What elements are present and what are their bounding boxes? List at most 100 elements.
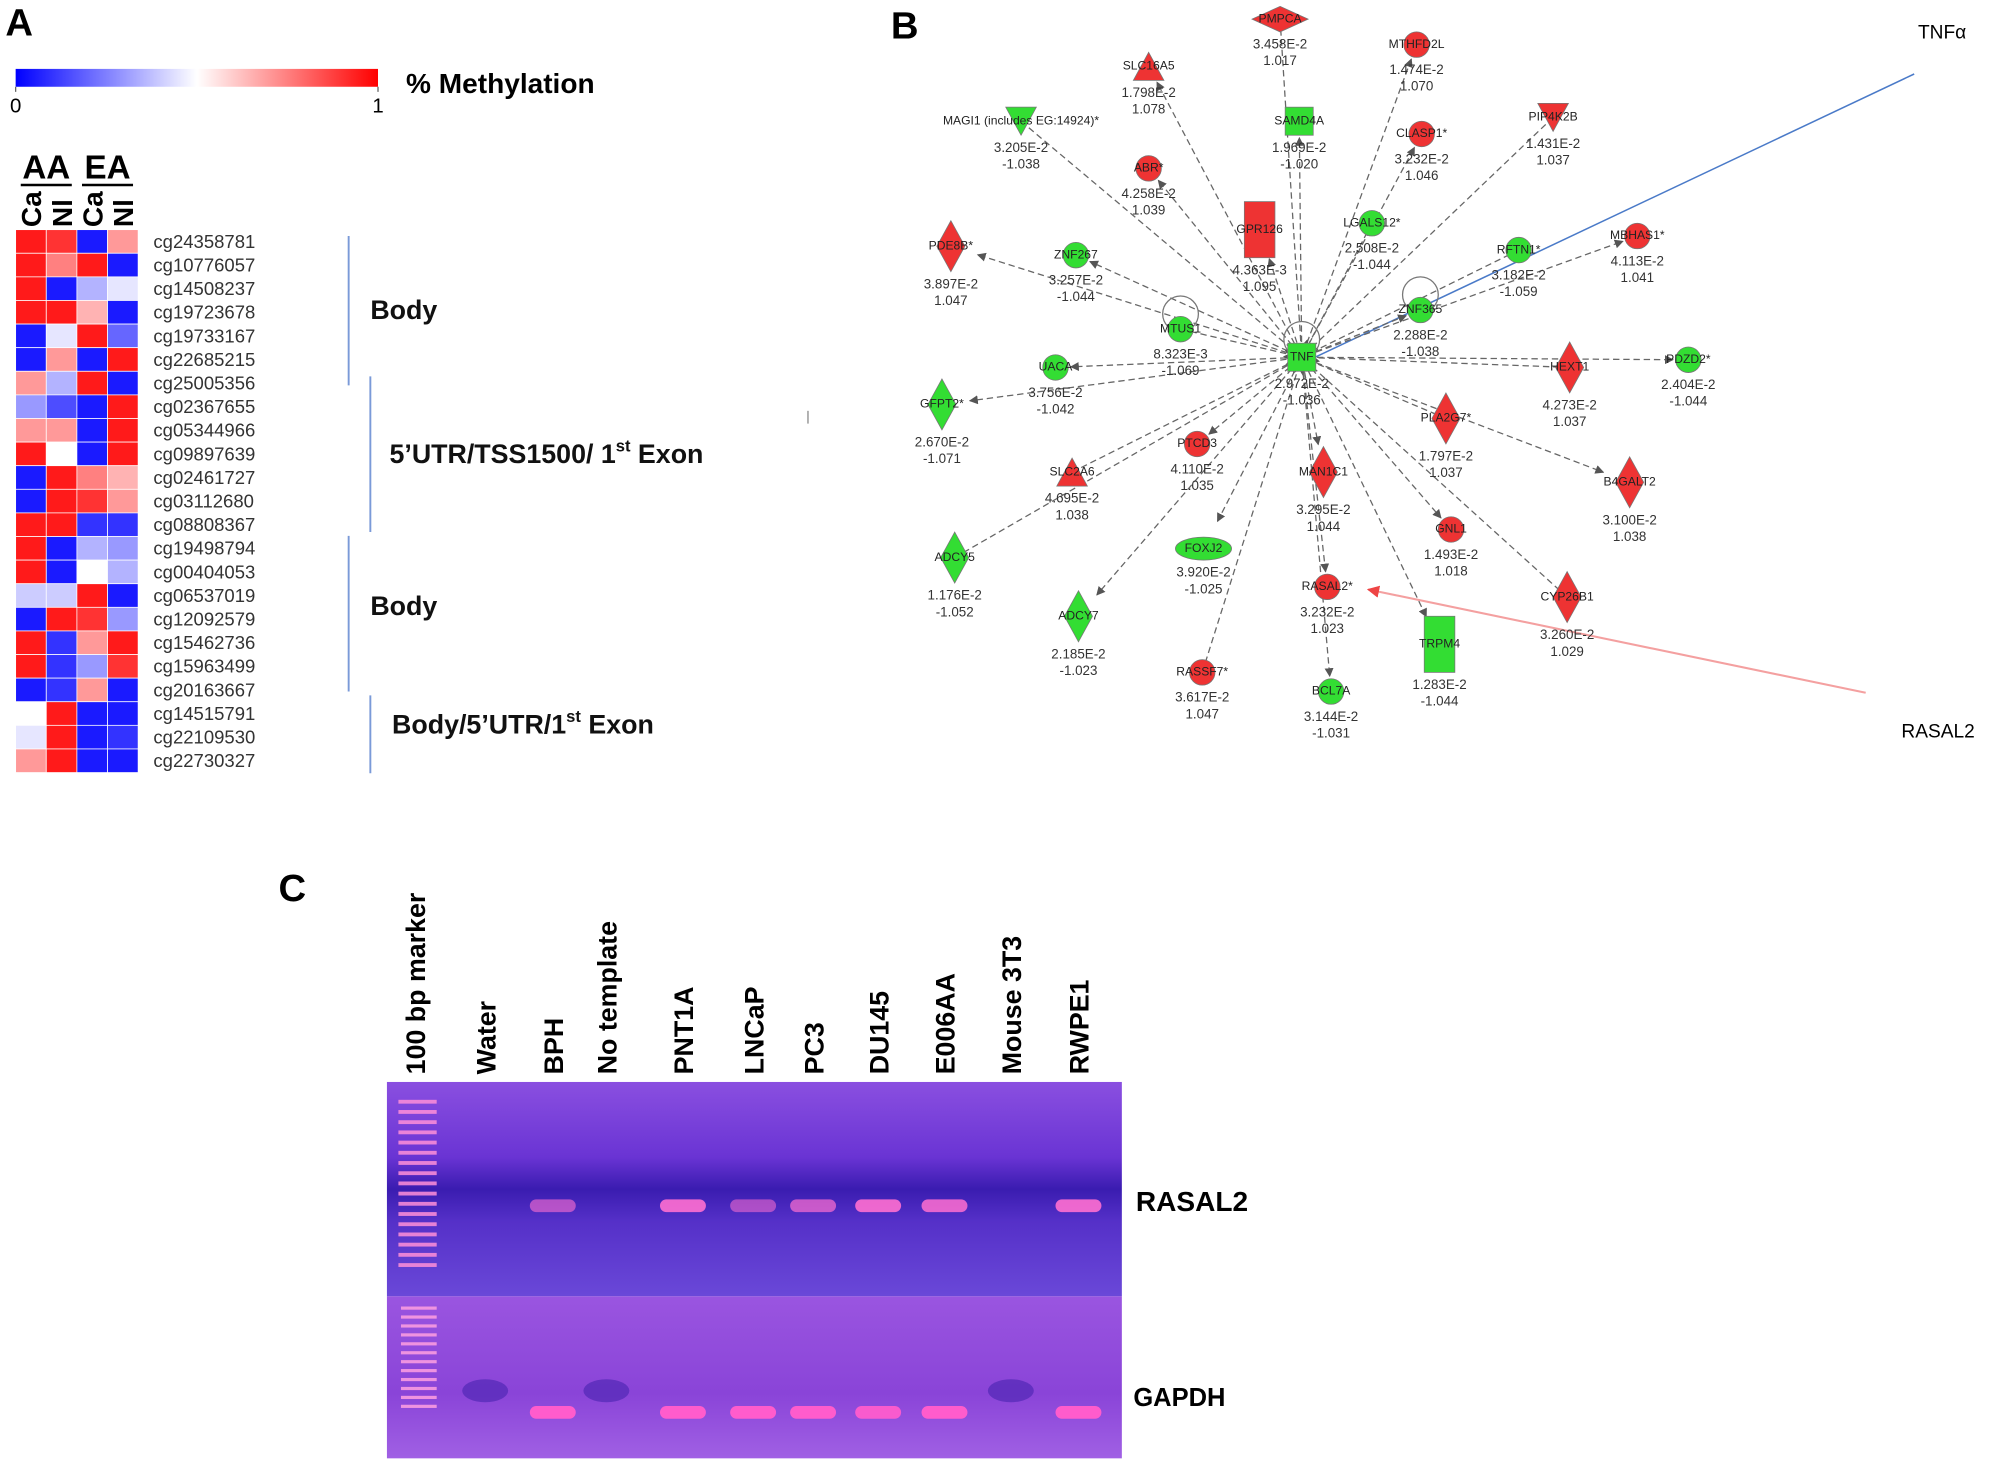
ladder-rung bbox=[400, 1342, 437, 1346]
node-shape bbox=[1317, 678, 1345, 705]
node-shape bbox=[1423, 615, 1456, 673]
node-pvalue: 3.897E-2 bbox=[924, 276, 978, 291]
gel-smear bbox=[583, 1379, 630, 1403]
node-shape bbox=[1183, 430, 1211, 458]
ladder-rung bbox=[398, 1120, 437, 1125]
node-pvalue: 4.113E-2 bbox=[1611, 253, 1664, 268]
ladder-rung bbox=[400, 1315, 437, 1319]
node-shape bbox=[1624, 222, 1651, 250]
node-foldchange: 1.078 bbox=[1132, 102, 1165, 117]
heatmap-cell bbox=[45, 654, 78, 679]
gel-band bbox=[1055, 1199, 1102, 1213]
node-shape bbox=[1167, 316, 1194, 343]
node-label: PTCD3 bbox=[1177, 436, 1217, 450]
node-shape bbox=[1189, 659, 1216, 686]
heatmap-cell bbox=[15, 370, 47, 396]
gel-band bbox=[529, 1199, 576, 1213]
heatmap-cell bbox=[45, 536, 78, 561]
node-shape bbox=[1251, 5, 1310, 33]
heatmap-cell bbox=[76, 559, 108, 585]
region-label-part: Exon bbox=[581, 710, 654, 740]
heatmap-cell bbox=[107, 724, 139, 750]
node-foldchange: -1.069 bbox=[1162, 363, 1200, 378]
heatmap-cell bbox=[15, 606, 47, 632]
node-shape bbox=[1063, 589, 1093, 643]
gel-bottom bbox=[386, 1296, 1122, 1459]
node-label: MAN1C1 bbox=[1299, 464, 1348, 478]
gel-band bbox=[659, 1199, 706, 1213]
ladder-rung bbox=[400, 1386, 437, 1391]
node-foldchange: -1.059 bbox=[1500, 284, 1538, 299]
region-label: Body/5’UTR/1st Exon bbox=[392, 707, 654, 739]
node-shape bbox=[1537, 102, 1570, 133]
heatmap-cell bbox=[45, 441, 78, 467]
probe-label: cg14515791 bbox=[153, 703, 255, 724]
gel-band bbox=[730, 1406, 777, 1419]
edge bbox=[1201, 339, 1309, 673]
node-foldchange: 1.037 bbox=[1553, 414, 1586, 429]
probe-label: cg19498794 bbox=[153, 538, 255, 559]
node-foldchange: 1.023 bbox=[1311, 621, 1344, 636]
region-label: Body bbox=[370, 295, 437, 325]
gel-band bbox=[790, 1199, 837, 1213]
node-foldchange: 1.039 bbox=[1132, 202, 1165, 217]
heatmap-cell bbox=[107, 559, 139, 585]
node-pvalue: 3.756E-2 bbox=[1028, 385, 1082, 400]
node-shape bbox=[1555, 341, 1585, 394]
heatmap-cell bbox=[15, 583, 47, 608]
node-foldchange: -1.042 bbox=[1037, 401, 1075, 416]
ladder-rung bbox=[400, 1306, 437, 1310]
node-shape bbox=[1243, 201, 1276, 259]
node-pvalue: 3.100E-2 bbox=[1603, 512, 1657, 527]
ladder-rung bbox=[398, 1110, 437, 1114]
heatmap-cell bbox=[76, 748, 108, 773]
heatmap-cell bbox=[45, 583, 78, 608]
node-pvalue: 3.458E-2 bbox=[1253, 36, 1307, 51]
node-label: CLASP1* bbox=[1396, 126, 1447, 140]
region-label-part: Body/5’UTR/1 bbox=[392, 710, 566, 740]
ladder-rung bbox=[398, 1263, 437, 1267]
node-pvalue: 3.144E-2 bbox=[1304, 709, 1358, 724]
heatmap-cell bbox=[107, 677, 139, 703]
ladder-rung bbox=[398, 1191, 437, 1196]
node-pvalue: 8.323E-3 bbox=[1153, 347, 1207, 362]
node-label: SLC16A5 bbox=[1123, 59, 1175, 73]
node-shape bbox=[1287, 342, 1317, 372]
gel-band bbox=[855, 1406, 902, 1419]
node-shape bbox=[1358, 210, 1386, 237]
heatmap-cell bbox=[45, 488, 78, 514]
node-label: BCL7A bbox=[1312, 684, 1351, 698]
ladder-rung bbox=[400, 1395, 437, 1400]
node-label: HEXT1 bbox=[1550, 360, 1589, 374]
node-pvalue: 2.670E-2 bbox=[915, 435, 969, 450]
node-pvalue: 3.182E-2 bbox=[1492, 267, 1546, 282]
heatmap-cell bbox=[107, 583, 139, 608]
heatmap-cell bbox=[15, 701, 47, 726]
ladder-rung bbox=[400, 1333, 437, 1337]
node-foldchange: -1.038 bbox=[1401, 344, 1439, 359]
heatmap-cell bbox=[45, 276, 78, 301]
ladder-rung bbox=[400, 1377, 437, 1382]
node-label: ADCY5 bbox=[935, 550, 976, 564]
gel-band bbox=[730, 1199, 777, 1213]
node-pvalue: 3.295E-2 bbox=[1296, 502, 1350, 517]
ladder-rung bbox=[398, 1242, 437, 1247]
heatmap-cell bbox=[45, 559, 78, 585]
node-label: RASSF7* bbox=[1176, 665, 1228, 679]
node-pvalue: 2.288E-2 bbox=[1393, 327, 1447, 342]
ladder-rung bbox=[398, 1252, 437, 1257]
heatmap-cell bbox=[107, 370, 139, 396]
heatmap-cell bbox=[107, 300, 139, 325]
node-shape bbox=[1437, 516, 1465, 543]
node-pvalue: 1.798E-2 bbox=[1121, 85, 1175, 100]
node-shape bbox=[936, 219, 966, 273]
gel-band bbox=[921, 1199, 968, 1213]
node-label: TRPM4 bbox=[1419, 637, 1460, 651]
gel-band bbox=[790, 1406, 837, 1419]
node-label: PDE8B* bbox=[929, 238, 974, 252]
heatmap-cell bbox=[45, 630, 78, 655]
heatmap-cell bbox=[76, 677, 108, 703]
colorbar-tick-label: 0 bbox=[10, 95, 21, 117]
node-foldchange: 1.095 bbox=[1243, 279, 1276, 294]
